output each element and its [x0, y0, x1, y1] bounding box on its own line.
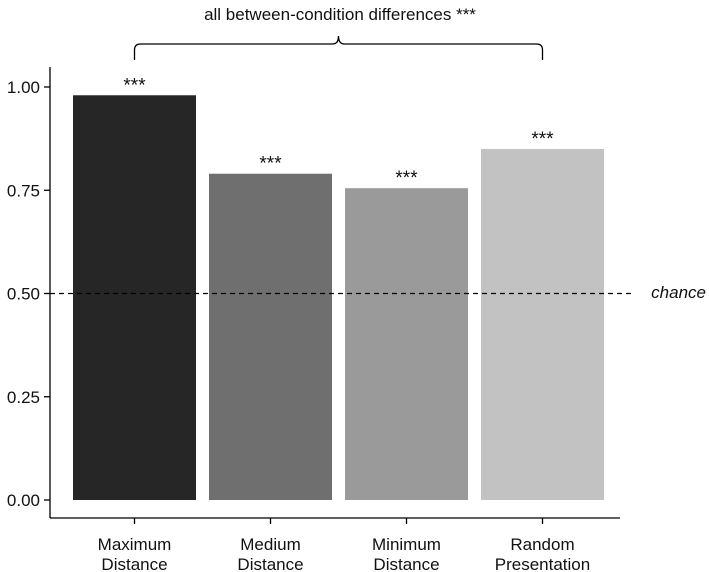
- x-tick-label-3: Random Presentation: [495, 535, 590, 572]
- bar-annotation-0: ***: [123, 75, 146, 96]
- y-tick-label-0: 0.00: [7, 491, 40, 510]
- bars: [73, 95, 604, 501]
- bar-1: [209, 173, 332, 501]
- bar-annotation-2: ***: [395, 168, 418, 189]
- bar-2: [345, 188, 468, 500]
- bar-3: [481, 148, 604, 500]
- significance-bracket: [133, 35, 544, 60]
- y-tick-label-3: 0.75: [7, 181, 40, 200]
- x-tick-label-line: Presentation: [495, 555, 590, 572]
- bar-annotations: *** *** *** ***: [123, 75, 554, 189]
- y-axis: 0.00 0.25 0.50 0.75 1.00: [7, 67, 51, 518]
- y-tick-label-1: 0.25: [7, 388, 40, 407]
- chance-label: chance: [651, 283, 706, 302]
- x-tick-label-line: Distance: [373, 555, 439, 572]
- x-tick-label-0: Maximum Distance: [98, 535, 172, 572]
- bar-annotation-1: ***: [259, 154, 282, 175]
- x-tick-label-line: Distance: [237, 555, 303, 572]
- bar-annotation-3: ***: [531, 129, 554, 150]
- x-tick-label-line: Minimum: [372, 535, 441, 554]
- x-tick-label-line: Distance: [101, 555, 167, 572]
- x-tick-label-2: Minimum Distance: [372, 535, 441, 572]
- y-tick-label-4: 1.00: [7, 78, 40, 97]
- bar-0: [73, 95, 196, 500]
- x-tick-label-line: Random: [510, 535, 574, 554]
- x-tick-label-line: Maximum: [98, 535, 172, 554]
- y-tick-label-2: 0.50: [7, 285, 40, 304]
- bracket-path: [133, 35, 544, 60]
- x-tick-label-line: Medium: [240, 535, 300, 554]
- x-tick-label-1: Medium Distance: [237, 535, 303, 572]
- bracket-label: all between-condition differences ***: [204, 5, 476, 24]
